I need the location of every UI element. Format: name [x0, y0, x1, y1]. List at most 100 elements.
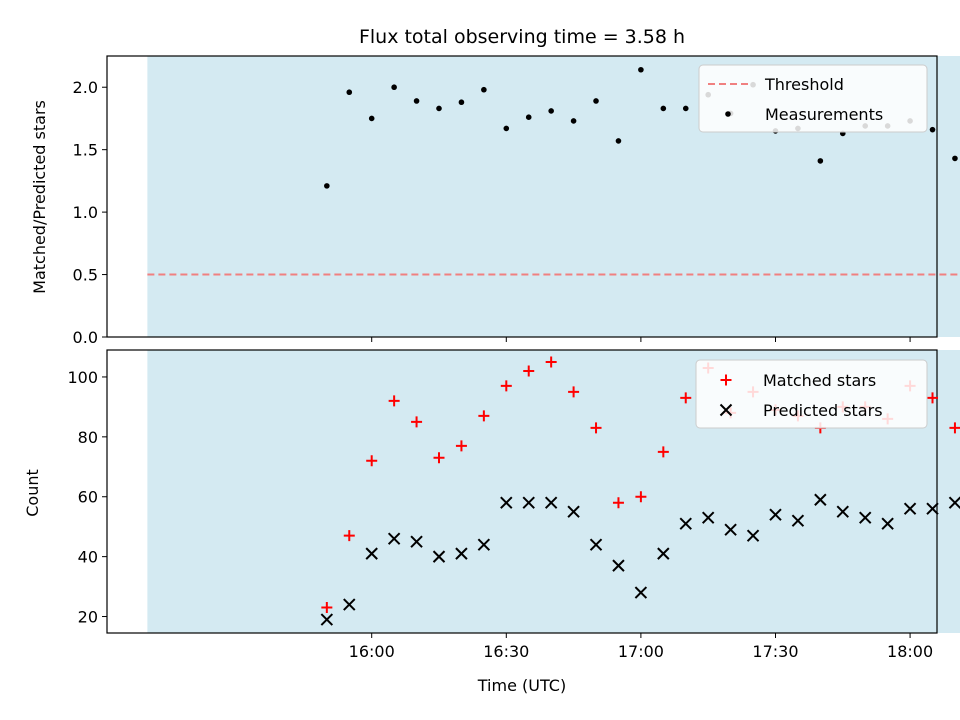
matched-star-point — [568, 386, 580, 398]
measurement-point — [570, 118, 577, 124]
bottom-ytick-label: 20 — [78, 608, 98, 627]
measurement-point — [638, 66, 644, 73]
matched-star-point — [433, 452, 445, 464]
predicted-star-point — [612, 559, 625, 572]
bottom-legend: Matched stars Predicted stars — [695, 359, 928, 429]
predicted-star-point — [746, 529, 760, 542]
predicted-star-point — [657, 547, 670, 560]
top-ytick-label: 1.5 — [73, 141, 98, 160]
matched-star-point — [949, 422, 960, 434]
measurement-point — [503, 125, 510, 132]
predicted-star-point — [836, 505, 849, 518]
measurement-point — [458, 99, 465, 106]
matched-star-point — [343, 530, 355, 542]
measurement-point — [615, 138, 622, 144]
matched-star-point — [657, 446, 669, 458]
matched-star-point — [523, 365, 535, 377]
matched-star-point — [366, 455, 378, 467]
top-ytick-label: 0.0 — [73, 328, 98, 347]
chart-title: Flux total observing time = 3.58 h — [359, 26, 685, 48]
predicted-star-point — [343, 598, 356, 611]
top-ytick-label: 1.0 — [73, 203, 98, 222]
predicted-star-point — [903, 502, 917, 515]
matched-star-point — [635, 491, 647, 503]
predicted-star-point — [365, 547, 378, 560]
predicted-star-point — [589, 538, 603, 551]
bottom-xtick-label: 17:00 — [618, 642, 664, 661]
measurement-point — [436, 105, 442, 112]
bottom-ytick-label: 60 — [78, 488, 98, 507]
predicted-star-point — [387, 532, 401, 545]
matched-star-point — [478, 410, 490, 422]
predicted-star-point — [634, 586, 648, 599]
predicted-star-point — [320, 613, 334, 626]
measurement-point — [324, 183, 330, 189]
bottom-legend-box — [695, 359, 928, 429]
legend-threshold-label: Threshold — [764, 75, 844, 94]
measurement-point — [682, 105, 689, 112]
matched-star-point — [680, 392, 692, 404]
matched-star-point — [545, 356, 557, 368]
measurement-point — [929, 126, 936, 133]
predicted-star-point — [859, 511, 872, 524]
bottom-xtick-label: 16:30 — [483, 642, 529, 661]
top-legend-box — [698, 64, 928, 133]
measurement-point — [548, 108, 554, 114]
predicted-star-point — [410, 535, 423, 548]
predicted-star-point — [500, 496, 513, 509]
bottom-ytick-label: 100 — [67, 368, 98, 387]
bottom-y-axis-label: Count — [23, 469, 42, 517]
predicted-star-point — [432, 550, 446, 563]
matched-star-point — [411, 416, 423, 428]
measurement-point — [525, 114, 532, 120]
top-ytick-label: 2.0 — [73, 78, 98, 97]
legend-predicted-label: Predicted stars — [763, 401, 883, 420]
measurement-point — [391, 84, 397, 91]
bottom-ytick-label: 80 — [78, 428, 98, 447]
matched-star-point — [500, 380, 512, 392]
predicted-star-point — [544, 496, 558, 509]
top-legend: Threshold Measurements — [698, 64, 928, 133]
predicted-star-point — [948, 496, 960, 509]
measurement-point — [346, 89, 353, 96]
top-ytick-label: 0.5 — [73, 266, 98, 285]
measurement-point — [413, 98, 420, 104]
top-axes-frame — [106, 55, 938, 338]
legend-measurements-swatch — [725, 111, 731, 117]
matched-star-point — [321, 602, 333, 614]
predicted-star-point — [769, 508, 782, 521]
matched-star-point — [590, 422, 602, 434]
matched-star-point — [927, 392, 939, 404]
predicted-star-point — [701, 511, 715, 524]
predicted-star-point — [522, 496, 535, 509]
matched-star-point — [388, 395, 400, 407]
measurement-point — [660, 105, 667, 112]
legend-measurements-label: Measurements — [765, 105, 883, 124]
predicted-star-point — [477, 538, 491, 551]
legend-predicted-swatch — [719, 403, 733, 417]
matched-star-point — [612, 497, 624, 509]
predicted-star-point — [791, 514, 805, 527]
predicted-star-point — [926, 502, 939, 515]
bottom-axes-frame — [106, 349, 938, 634]
predicted-star-point — [724, 523, 737, 536]
measurement-point — [817, 158, 824, 164]
x-axis-label: Time (UTC) — [477, 676, 566, 695]
bottom-xtick-label: 17:30 — [752, 642, 798, 661]
measurement-point — [593, 98, 599, 104]
predicted-star-point — [455, 547, 468, 560]
bottom-xtick-label: 16:00 — [349, 642, 395, 661]
matched-star-point — [455, 440, 467, 452]
measurement-point — [481, 86, 487, 93]
bottom-ytick-label: 40 — [78, 548, 98, 567]
predicted-star-point — [814, 493, 827, 506]
legend-matched-swatch — [720, 374, 732, 386]
predicted-star-point — [881, 517, 894, 530]
predicted-star-point — [679, 517, 692, 530]
bottom-panel: 2040608010016:0016:3017:0017:3018:0018:3… — [67, 349, 960, 661]
measurement-point — [368, 115, 375, 122]
top-panel: 0.0 0.5 1.0 1.5 2.0 Threshold Measurements — [73, 55, 960, 347]
measurement-point — [952, 155, 958, 162]
bottom-xtick-label: 18:00 — [887, 642, 933, 661]
